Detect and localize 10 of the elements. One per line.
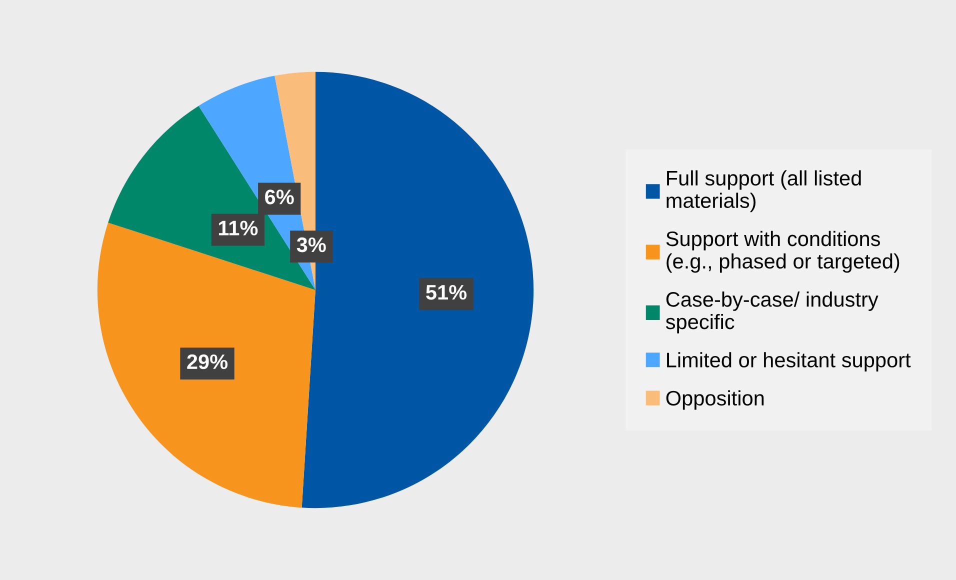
data-label: 11% — [218, 220, 258, 236]
legend-label: Limited or hesitant support — [667, 352, 911, 372]
data-label: 3% — [296, 237, 326, 252]
data-label: 6% — [265, 190, 294, 204]
legend-label: Opposition — [666, 390, 764, 410]
legend-label: Case-by-case/ industry specific — [666, 292, 878, 334]
data-label: 29% — [187, 354, 228, 370]
data-label: 51% — [426, 285, 467, 300]
legend-label: Support with conditions (e.g., phased or targeted) — [666, 230, 900, 273]
legend-label: Full support (all listed materials) — [666, 170, 861, 212]
